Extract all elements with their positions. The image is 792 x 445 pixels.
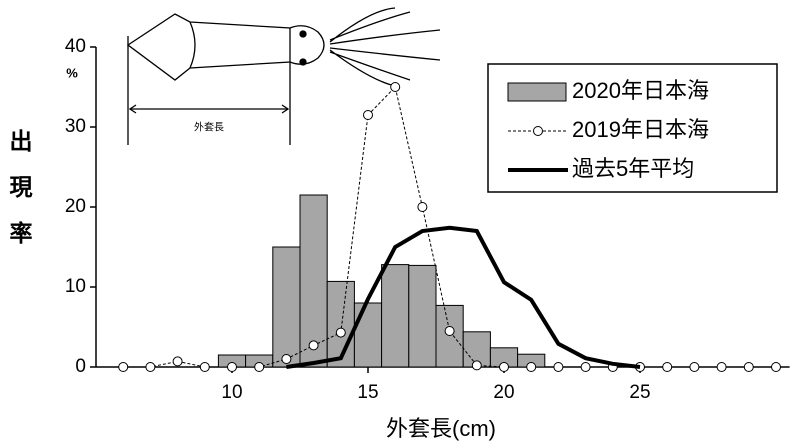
marker	[717, 363, 726, 372]
y-tick-label: 30	[65, 116, 86, 137]
bar	[382, 265, 409, 367]
marker	[255, 363, 264, 372]
x-tick-label: 25	[629, 382, 650, 403]
y-axis-label: 出現率	[8, 118, 34, 256]
x-tick-label: 20	[493, 382, 514, 403]
x-tick-label: 10	[221, 382, 242, 403]
marker	[364, 111, 373, 120]
legend-marker	[534, 127, 543, 136]
page: 外套長 % 外套長(cm) 2020年日本海 2019年日本海過去5年平均 0 10…	[0, 0, 792, 445]
squid-illustration	[128, 8, 440, 145]
x-axis-label: 外套長(cm)	[386, 416, 496, 441]
y-tick-label: 20	[65, 196, 86, 217]
marker	[554, 363, 563, 372]
chart: 外套長 % 外套長(cm) 2020年日本海 2019年日本海過去5年平均 0 10…	[0, 0, 792, 445]
marker	[772, 363, 781, 372]
bar	[409, 265, 436, 367]
legend-swatch	[508, 83, 566, 101]
bar	[436, 305, 463, 367]
marker	[228, 363, 237, 372]
bar	[273, 247, 300, 367]
marker	[418, 203, 427, 212]
bar	[354, 303, 381, 367]
legend-label: 2019年日本海	[572, 117, 709, 142]
y-tick-label: 10	[65, 276, 86, 297]
marker	[500, 363, 509, 372]
marker	[146, 363, 155, 372]
marker	[581, 363, 590, 372]
marker	[282, 355, 291, 364]
y-unit: %	[66, 65, 78, 80]
y-tick-label: 0	[75, 356, 86, 377]
legend-label: 過去5年平均	[572, 156, 694, 181]
marker	[391, 83, 400, 92]
marker	[445, 327, 454, 336]
marker	[309, 341, 318, 350]
marker	[173, 357, 182, 366]
marker	[690, 363, 699, 372]
marker	[200, 363, 209, 372]
marker	[663, 363, 672, 372]
illustration-label: 外套長	[194, 121, 224, 134]
marker	[527, 363, 536, 372]
marker	[744, 363, 753, 372]
x-tick-label: 15	[357, 382, 378, 403]
y-tick-label: 40	[65, 36, 86, 57]
marker	[472, 361, 481, 370]
marker	[119, 363, 128, 372]
legend-label: 2020年日本海	[572, 78, 709, 103]
marker	[336, 328, 345, 337]
